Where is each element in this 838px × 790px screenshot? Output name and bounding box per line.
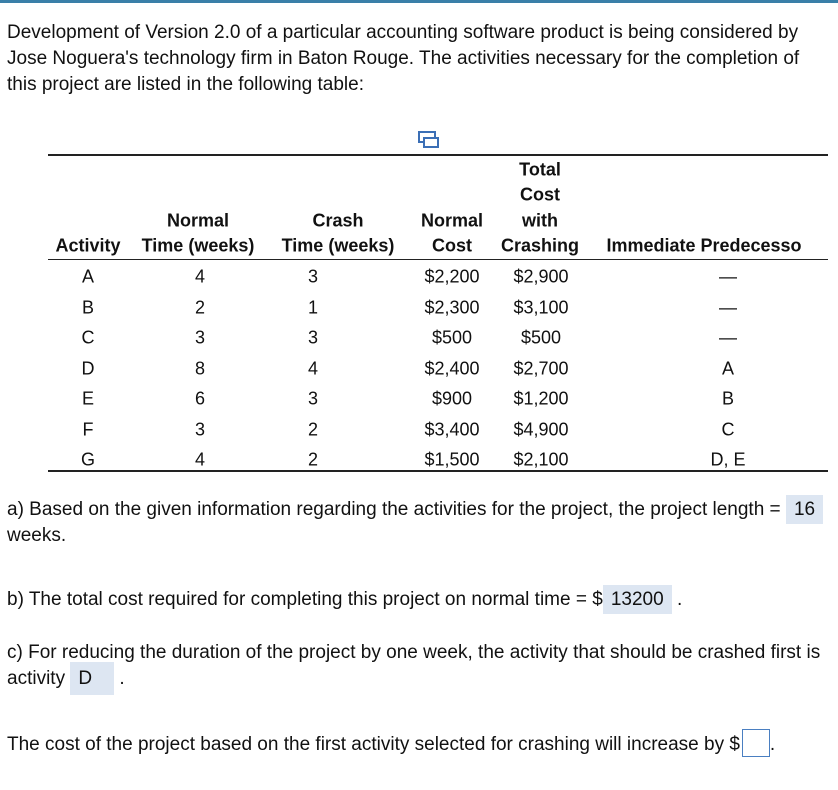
- question-text: The cost of the project based on the fir…: [7, 734, 740, 755]
- column-header: Time (weeks): [281, 235, 395, 256]
- column-header: Activity: [55, 235, 121, 256]
- table-cell: 4: [307, 358, 319, 378]
- column-header: Immediate Predecesso: [606, 235, 802, 256]
- table-cell: G: [80, 449, 96, 470]
- table-cell: —: [719, 266, 737, 287]
- table-cell: $900: [431, 388, 473, 409]
- table-cell: A: [721, 358, 735, 378]
- table-cell: 2: [307, 419, 319, 439]
- column-header: with: [522, 210, 558, 231]
- table-cell: $2,300: [424, 297, 480, 317]
- unit: weeks.: [7, 525, 67, 546]
- table-cell: —: [719, 327, 737, 348]
- table-cell: 4: [194, 449, 206, 470]
- column-header: Cost: [520, 184, 560, 205]
- column-header: Total: [519, 159, 561, 180]
- table-cell: 4: [194, 266, 206, 287]
- table-cell: C: [721, 419, 735, 439]
- column-header: Normal: [420, 210, 484, 231]
- table-cell: $2,400: [424, 358, 480, 378]
- table-cell: $4,900: [513, 419, 569, 439]
- table-cell: $500: [520, 327, 562, 348]
- table-cell: $1,200: [513, 388, 569, 409]
- table-top-rule: [48, 154, 828, 156]
- question-text: c) For reducing the duration of the proj…: [7, 642, 821, 689]
- unit: .: [769, 734, 776, 755]
- column-header: Crashing: [500, 235, 580, 256]
- table-cell: B: [81, 297, 95, 317]
- table-cell: $3,100: [513, 297, 569, 317]
- table-cell: $2,100: [513, 449, 569, 470]
- table-cell: 3: [307, 327, 319, 348]
- table-cell: 8: [194, 358, 206, 378]
- question-text: a) Based on the given information regard…: [7, 499, 781, 520]
- table-cell: B: [721, 388, 735, 409]
- table-cell: 2: [307, 449, 319, 470]
- table-cell: 6: [194, 388, 206, 409]
- question-d: The cost of the project based on the fir…: [7, 729, 827, 758]
- column-header: Normal: [166, 210, 230, 231]
- table-cell: C: [81, 327, 95, 348]
- header-rule: [48, 259, 828, 260]
- table-cell: D, E: [710, 449, 746, 470]
- question-c: c) For reducing the duration of the proj…: [7, 640, 827, 695]
- table-cell: $2,200: [424, 266, 480, 287]
- column-header: Cost: [432, 235, 472, 256]
- table-cell: 3: [307, 388, 319, 409]
- table-cell: $3,400: [424, 419, 480, 439]
- table-cell: $2,700: [513, 358, 569, 378]
- table-cell: 3: [194, 419, 206, 439]
- table-cell: $1,500: [424, 449, 480, 470]
- question-b: b) The total cost required for completin…: [7, 585, 827, 614]
- question-text: b) The total cost required for completin…: [7, 589, 603, 610]
- unit: .: [119, 668, 125, 689]
- answer-input[interactable]: [741, 729, 770, 757]
- table-cell: —: [719, 297, 737, 317]
- table-cell: $500: [431, 327, 473, 348]
- answer[interactable]: D: [70, 662, 115, 695]
- copy-icon[interactable]: [418, 131, 440, 149]
- top-border: [0, 0, 838, 3]
- table-cell: 1: [307, 297, 319, 317]
- table-cell: $2,900: [513, 266, 569, 287]
- column-header: Crash: [312, 210, 364, 231]
- table-cell: F: [82, 419, 94, 439]
- table-bottom-rule: [48, 470, 828, 472]
- unit: .: [676, 589, 683, 610]
- table-cell: 3: [307, 266, 319, 287]
- column-header: Time (weeks): [141, 235, 255, 256]
- question-a: a) Based on the given information regard…: [7, 495, 827, 549]
- intro: Development of Version 2.0 of a particul…: [7, 22, 800, 95]
- table-cell: D: [81, 358, 95, 378]
- table-cell: A: [81, 266, 95, 287]
- answer[interactable]: 16: [785, 495, 824, 524]
- table-cell: E: [81, 388, 95, 409]
- answer[interactable]: 13200: [602, 585, 672, 614]
- table-cell: 2: [194, 297, 206, 317]
- table-cell: 3: [194, 327, 206, 348]
